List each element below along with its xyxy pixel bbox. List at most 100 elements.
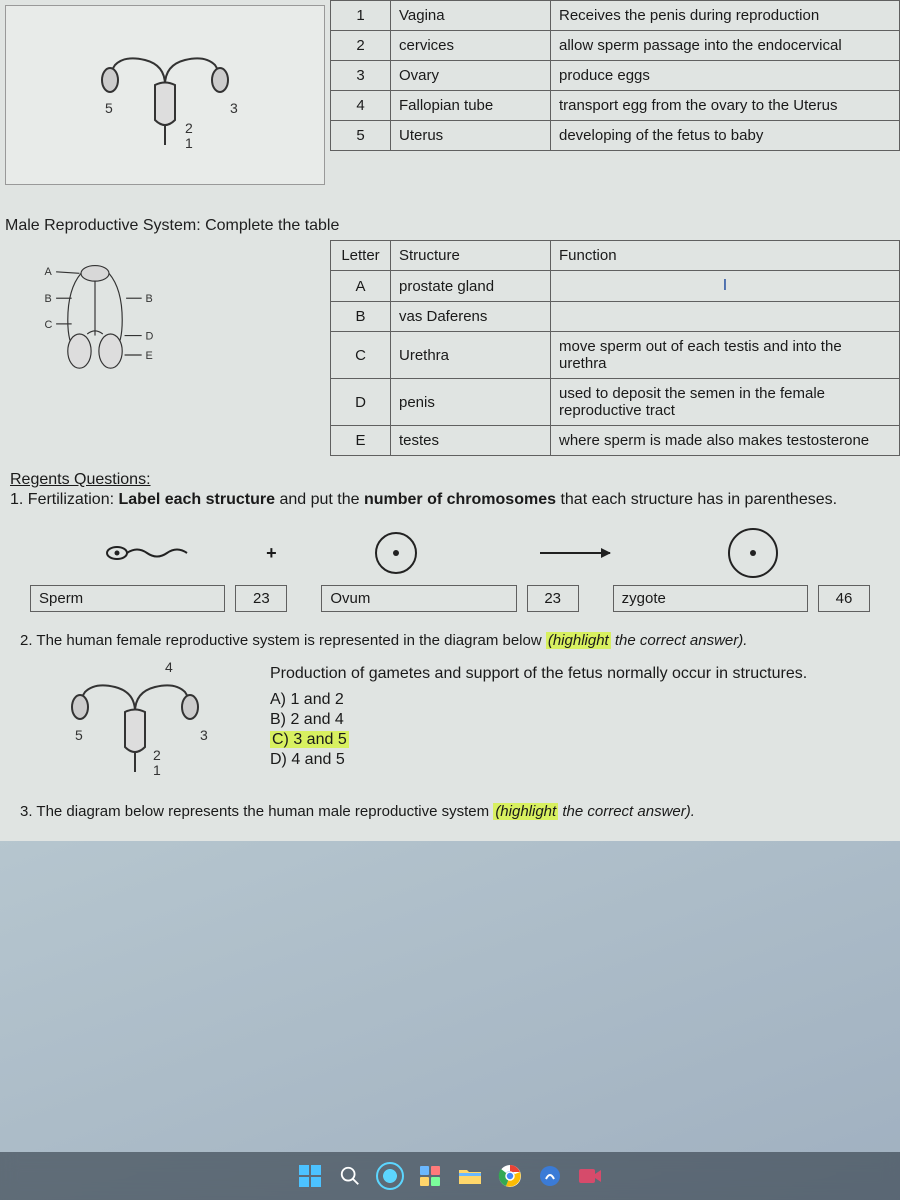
- male-table: Letter Structure Function A prostate gla…: [330, 240, 900, 456]
- num-cell: 2: [331, 31, 391, 61]
- svg-text:E: E: [146, 350, 153, 362]
- func-cell: transport egg from the ovary to the Uter…: [551, 91, 900, 121]
- q2-opt-c-text: C) 3 and 5: [270, 731, 349, 748]
- fertilization-answers: Sperm 23 Ovum 23 zygote 46: [10, 585, 890, 612]
- windows-taskbar[interactable]: [0, 1152, 900, 1200]
- q3-after: the correct answer).: [558, 803, 695, 820]
- sperm-val-box[interactable]: 23: [235, 585, 287, 612]
- struct-cell: cervices: [391, 31, 551, 61]
- svg-text:5: 5: [75, 727, 83, 743]
- cortana-icon[interactable]: [376, 1162, 404, 1190]
- ovum-icon: [289, 529, 502, 577]
- q3-section: 3. The diagram below represents the huma…: [10, 797, 890, 826]
- q1-prompt: 1. Fertilization: Label each structure a…: [10, 491, 890, 509]
- app-icon[interactable]: [536, 1162, 564, 1190]
- svg-text:D: D: [146, 330, 154, 342]
- q1-mid: and put the: [275, 491, 364, 508]
- struct-cell: Uterus: [391, 121, 551, 151]
- q2-after: the correct answer).: [611, 632, 748, 649]
- svg-text:3: 3: [200, 727, 208, 743]
- zygote-val-box[interactable]: 46: [818, 585, 870, 612]
- q2-num: 2.: [20, 632, 33, 649]
- struct-cell: Urethra: [391, 332, 551, 379]
- letter-cell: A: [331, 271, 391, 302]
- func-cell: allow sperm passage into the endocervica…: [551, 31, 900, 61]
- svg-text:1: 1: [185, 135, 193, 151]
- func-cell: move sperm out of each testis and into t…: [551, 332, 900, 379]
- struct-cell: Ovary: [391, 61, 551, 91]
- func-cell: Receives the penis during reproduction: [551, 1, 900, 31]
- num-cell: 5: [331, 121, 391, 151]
- plus-sign: +: [261, 543, 281, 564]
- q2-opt-a[interactable]: A) 1 and 2: [270, 691, 880, 709]
- func-cell: produce eggs: [551, 61, 900, 91]
- svg-text:2: 2: [153, 747, 161, 763]
- male-section: A B C B D E Letter Structure Function A …: [0, 240, 900, 456]
- func-cell: used to deposit the semen in the female …: [551, 379, 900, 426]
- fertilization-diagram: +: [10, 519, 890, 585]
- svg-text:A: A: [44, 266, 52, 278]
- struct-cell: vas Daferens: [391, 302, 551, 332]
- q2-diagram: 4 5 3 2 1: [20, 657, 250, 787]
- func-cell: developing of the fetus to baby: [551, 121, 900, 151]
- regents-heading: Regents Questions:: [10, 471, 151, 488]
- num-cell: 3: [331, 61, 391, 91]
- explorer-icon[interactable]: [456, 1162, 484, 1190]
- svg-text:1: 1: [153, 762, 161, 778]
- svg-text:B: B: [146, 293, 153, 305]
- regents-section: Regents Questions: 1. Fertilization: Lab…: [0, 456, 900, 841]
- female-diagram: 5 3 2 1: [0, 0, 330, 190]
- search-icon[interactable]: [336, 1162, 364, 1190]
- sperm-icon: [40, 529, 253, 577]
- video-icon[interactable]: [576, 1162, 604, 1190]
- female-table: 1 Vagina Receives the penis during repro…: [330, 0, 900, 151]
- ovum-val-box[interactable]: 23: [527, 585, 579, 612]
- zygote-icon: [647, 529, 860, 577]
- svg-text:3: 3: [230, 100, 238, 116]
- zygote-label-box[interactable]: zygote: [613, 585, 808, 612]
- svg-text:4: 4: [165, 662, 173, 675]
- svg-text:2: 2: [185, 120, 193, 136]
- struct-cell: prostate gland: [391, 271, 551, 302]
- chrome-icon[interactable]: [496, 1162, 524, 1190]
- q2-opt-b[interactable]: B) 2 and 4: [270, 711, 880, 729]
- q2-text: The human female reproductive system is …: [36, 632, 545, 649]
- q2-opt-d[interactable]: D) 4 and 5: [270, 751, 880, 769]
- q2-opt-c[interactable]: C) 3 and 5: [270, 731, 880, 749]
- struct-cell: testes: [391, 426, 551, 456]
- q1-prefix: Fertilization:: [28, 491, 119, 508]
- q3-text: The diagram below represents the human m…: [36, 803, 493, 820]
- q3-highlight: (highlight: [493, 803, 558, 820]
- q2-prompt: 2. The human female reproductive system …: [20, 632, 880, 649]
- q2-options: Production of gametes and support of the…: [270, 657, 880, 787]
- q3-num: 3.: [20, 803, 33, 820]
- struct-cell: Vagina: [391, 1, 551, 31]
- func-cell-user[interactable]: I: [551, 271, 900, 302]
- svg-text:C: C: [44, 319, 52, 331]
- letter-cell: C: [331, 332, 391, 379]
- q2-highlight: (highlight: [546, 632, 611, 649]
- struct-cell: penis: [391, 379, 551, 426]
- q1-num: 1.: [10, 491, 23, 508]
- sperm-label-box[interactable]: Sperm: [30, 585, 225, 612]
- func-cell[interactable]: [551, 302, 900, 332]
- header-struct: Structure: [391, 241, 551, 271]
- svg-text:5: 5: [105, 100, 113, 116]
- ovum-label-box[interactable]: Ovum: [321, 585, 516, 612]
- q1-bold1: Label each structure: [119, 491, 276, 508]
- func-cell: where sperm is made also makes testoster…: [551, 426, 900, 456]
- q2-section: 2. The human female reproductive system …: [10, 612, 890, 797]
- q1-bold2: number of chromosomes: [364, 491, 556, 508]
- svg-text:B: B: [44, 293, 51, 305]
- widgets-icon[interactable]: [416, 1162, 444, 1190]
- start-icon[interactable]: [296, 1162, 324, 1190]
- header-func: Function: [551, 241, 900, 271]
- letter-cell: E: [331, 426, 391, 456]
- num-cell: 1: [331, 1, 391, 31]
- q2-sub: Production of gametes and support of the…: [270, 665, 880, 683]
- q1-suffix: that each structure has in parentheses.: [556, 491, 837, 508]
- struct-cell: Fallopian tube: [391, 91, 551, 121]
- male-repro-svg: A B C B D E: [25, 245, 165, 395]
- num-cell: 4: [331, 91, 391, 121]
- arrow-icon: [511, 529, 639, 577]
